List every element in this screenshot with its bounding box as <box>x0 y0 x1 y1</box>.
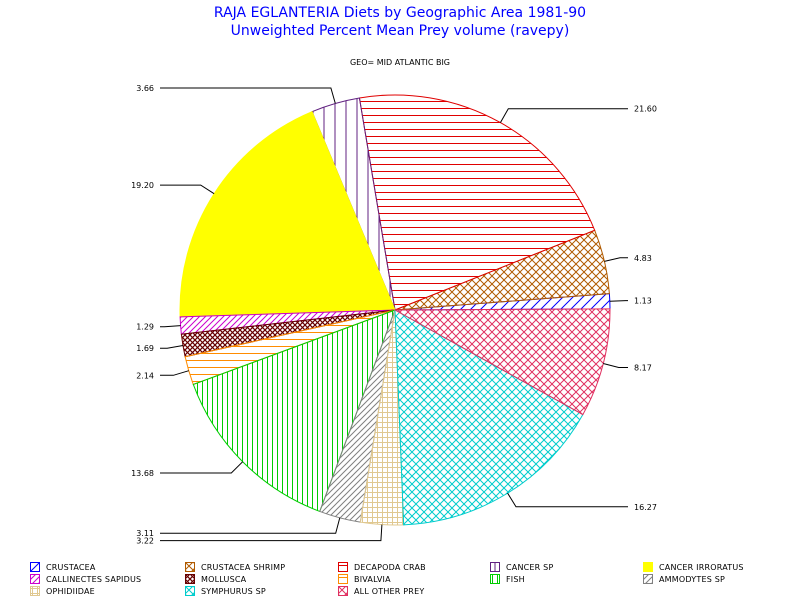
value-label-crustacea: 1.13 <box>634 297 652 306</box>
chart-title: RAJA EGLANTERIA Diets by Geographic Area… <box>213 5 587 21</box>
value-label-callinectes-sapidus: 1.29 <box>136 323 154 332</box>
value-label-ophidiidae: 3.22 <box>136 537 154 546</box>
pie-slices <box>179 94 611 526</box>
leader-line-decapoda-crab <box>499 108 628 123</box>
leader-line-all-other-prey <box>603 363 628 368</box>
leader-lines <box>160 87 628 542</box>
leader-line-bivalvia <box>160 370 189 376</box>
chart-subtitle: Unweighted Percent Mean Prey volume (rav… <box>230 23 570 39</box>
slice-value-labels: 1.13 4.83 21.60 3.66 19.20 1.29 1.69 2.14 13.68 3… <box>131 84 657 546</box>
value-label-symphurus-sp: 16.27 <box>634 503 657 512</box>
leader-line-ophidiidae <box>160 524 383 542</box>
value-label-mollusca: 1.69 <box>136 344 154 353</box>
value-label-all-other-prey: 8.17 <box>634 363 652 372</box>
value-label-bivalvia: 2.14 <box>136 371 154 380</box>
leader-line-fish <box>160 461 244 474</box>
geo-label: GEO= MID ATLANTIC BIG <box>349 58 451 67</box>
leader-line-ammodytes-sp <box>160 517 341 534</box>
pie-slice-cancer-irroratus <box>179 111 396 318</box>
leader-line-mollusca <box>160 345 184 349</box>
leader-line-cancer-sp <box>160 87 336 104</box>
leader-line-crustacea <box>609 300 628 302</box>
value-label-fish: 13.68 <box>131 469 154 478</box>
pie-slice-decapoda-crab <box>358 94 596 311</box>
value-label-cancer-irroratus: 19.20 <box>131 181 154 190</box>
value-label-ammodytes-sp: 3.11 <box>136 529 154 538</box>
leader-line-symphurus-sp <box>507 492 628 508</box>
value-label-decapoda-crab: 21.60 <box>634 105 657 114</box>
leader-line-crustacea-shrimp <box>604 257 628 262</box>
leader-line-callinectes-sapidus <box>160 325 181 328</box>
value-label-crustacea-shrimp: 4.83 <box>634 254 652 263</box>
leader-line-cancer-irroratus <box>160 184 215 195</box>
value-label-cancer-sp: 3.66 <box>136 84 154 93</box>
